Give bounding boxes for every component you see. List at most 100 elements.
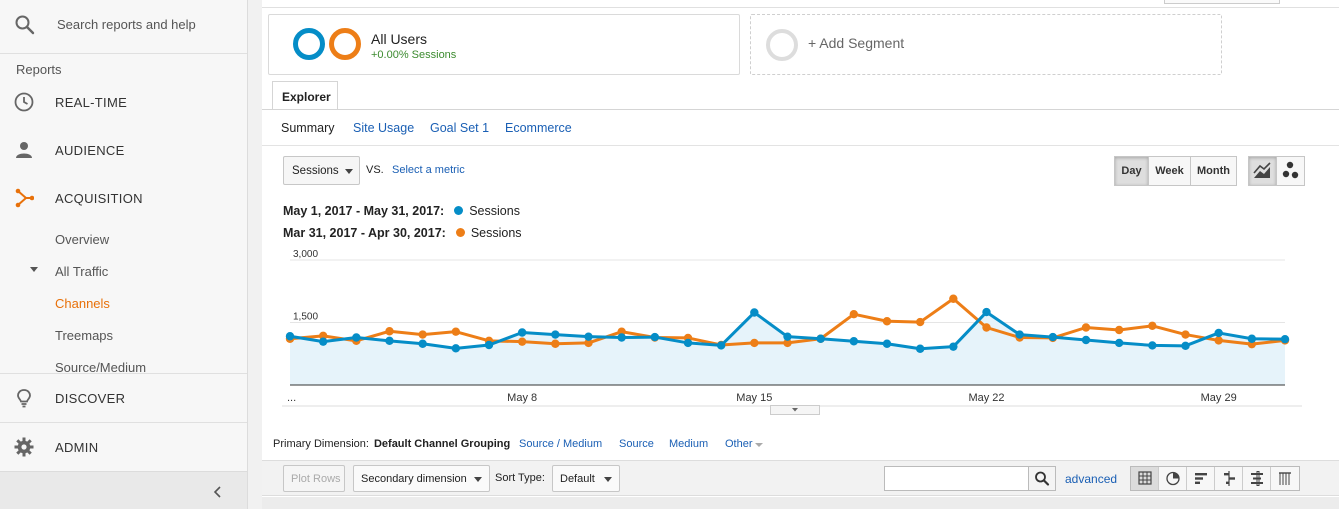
search-icon xyxy=(1035,471,1050,486)
view-pie-button[interactable] xyxy=(1159,467,1187,490)
view-performance-button[interactable] xyxy=(1187,467,1215,490)
line-chart-button[interactable] xyxy=(1248,156,1277,186)
data-point-current xyxy=(1214,328,1223,338)
segment-ring-orange-icon xyxy=(329,28,361,60)
search-icon xyxy=(15,15,35,35)
dimension-source-medium[interactable]: Source / Medium xyxy=(519,438,603,450)
data-point-current xyxy=(882,339,892,348)
subtab-site-usage[interactable]: Site Usage xyxy=(353,121,415,135)
data-point-current xyxy=(318,337,328,346)
sidebar-item-all-traffic[interactable]: All Traffic xyxy=(55,264,109,279)
data-point-current xyxy=(385,336,394,346)
data-point-previous xyxy=(1181,330,1190,339)
data-point-current xyxy=(617,333,626,342)
legend-previous-range: Mar 31, 2017 - Apr 30, 2017: xyxy=(283,226,446,240)
nav-acquisition[interactable]: ACQUISITION xyxy=(0,179,247,219)
metric-select[interactable]: Sessions xyxy=(283,156,360,185)
table-search-button[interactable] xyxy=(1028,466,1056,491)
tab-explorer[interactable]: Explorer xyxy=(272,81,338,110)
chart-expand-handle[interactable] xyxy=(770,405,820,415)
view-pivot-button[interactable] xyxy=(1271,467,1299,490)
data-point-current xyxy=(683,338,693,348)
sidebar-divider xyxy=(0,373,247,374)
x-tick-label: May 8 xyxy=(507,392,537,404)
data-point-current xyxy=(783,332,792,341)
expand-caret-icon[interactable] xyxy=(30,267,38,272)
sidebar-item-source-medium[interactable]: Source/Medium xyxy=(55,360,147,375)
view-data-table-button[interactable] xyxy=(1131,467,1159,490)
secondary-dimension-select[interactable]: Secondary dimension xyxy=(353,465,490,492)
select-metric-link[interactable]: Select a metric xyxy=(392,164,465,176)
person-icon xyxy=(16,142,32,158)
bubble-chart-icon xyxy=(1282,161,1299,179)
lightbulb-icon xyxy=(17,389,31,408)
dimension-source[interactable]: Source xyxy=(619,438,654,450)
x-tick-label: May 22 xyxy=(968,392,1004,404)
nav-audience[interactable]: AUDIENCE xyxy=(0,131,247,171)
data-point-current xyxy=(1181,341,1190,351)
table-search-input[interactable] xyxy=(884,466,1030,491)
data-point-current xyxy=(915,344,925,353)
dimension-medium[interactable]: Medium xyxy=(669,438,709,450)
data-point-current xyxy=(949,342,958,351)
period-month-button[interactable]: Month xyxy=(1190,156,1237,186)
advanced-filter-link[interactable]: advanced xyxy=(1065,472,1118,486)
sidebar-item-treemaps[interactable]: Treemaps xyxy=(55,328,114,343)
bar-chart-icon xyxy=(1195,473,1207,484)
metric-select-value: Sessions xyxy=(292,165,339,177)
primary-dimension-bar: Primary Dimension: Default Channel Groupi… xyxy=(273,438,510,450)
data-point-previous xyxy=(418,330,427,339)
sort-type-select[interactable]: Default xyxy=(552,465,620,492)
subtab-ecommerce[interactable]: Ecommerce xyxy=(505,121,572,135)
data-point-current xyxy=(750,308,759,317)
period-week-button[interactable]: Week xyxy=(1148,156,1191,186)
pivot-table-icon xyxy=(1279,472,1291,485)
data-point-previous xyxy=(584,338,593,348)
y-tick-label: 1,500 xyxy=(293,312,318,323)
search-input[interactable]: Search reports and help xyxy=(57,17,196,32)
data-point-current xyxy=(1247,334,1257,343)
nav-discover-label: DISCOVER xyxy=(55,391,126,406)
data-point-previous xyxy=(385,327,394,336)
chevron-down-icon xyxy=(474,477,482,482)
search-row[interactable]: Search reports and help xyxy=(0,0,247,54)
nav-admin-label: ADMIN xyxy=(55,440,99,455)
top-strip xyxy=(262,0,1339,8)
table-view-switcher xyxy=(1130,466,1300,491)
pie-chart-icon xyxy=(1166,471,1180,486)
primary-dimension-label: Primary Dimension: xyxy=(273,438,369,450)
motion-chart-button[interactable] xyxy=(1276,156,1305,186)
sidebar: Search reports and help Reports REAL-TIM… xyxy=(0,0,248,509)
chevron-left-icon[interactable] xyxy=(212,486,224,498)
data-point-current xyxy=(484,340,494,350)
subtab-goal-set-1[interactable]: Goal Set 1 xyxy=(430,121,490,135)
data-point-current xyxy=(551,330,560,339)
dimension-other[interactable]: Other xyxy=(725,438,753,450)
plot-rows-button[interactable]: Plot Rows xyxy=(283,465,345,492)
segment-card-all-users[interactable]: All Users +0.00% Sessions xyxy=(268,14,740,75)
sidebar-item-overview[interactable]: Overview xyxy=(55,232,110,247)
data-point-previous xyxy=(949,294,958,303)
data-point-current xyxy=(849,337,859,346)
view-term-cloud-button[interactable] xyxy=(1243,467,1271,490)
tab-divider xyxy=(262,109,1339,110)
top-strip-button[interactable] xyxy=(1164,0,1280,4)
nav-admin[interactable]: ADMIN xyxy=(0,428,247,468)
data-point-current xyxy=(1280,334,1290,344)
nav-realtime[interactable]: REAL-TIME xyxy=(0,83,247,123)
chevron-down-icon xyxy=(604,477,612,482)
chevron-down-icon xyxy=(345,169,353,174)
sidebar-item-channels[interactable]: Channels xyxy=(55,296,110,311)
data-point-previous xyxy=(849,309,859,319)
vs-label: VS. xyxy=(366,164,384,176)
period-day-button[interactable]: Day xyxy=(1114,156,1149,186)
nav-discover[interactable]: DISCOVER xyxy=(0,379,247,419)
view-comparison-button[interactable] xyxy=(1215,467,1243,490)
add-segment-button[interactable]: + Add Segment xyxy=(750,14,1222,75)
data-point-current xyxy=(1114,338,1124,348)
data-point-previous xyxy=(1081,323,1091,332)
acquisition-icon xyxy=(15,188,34,208)
data-point-previous xyxy=(882,317,892,326)
subtab-summary[interactable]: Summary xyxy=(281,121,335,135)
legend-current-range: May 1, 2017 - May 31, 2017: xyxy=(283,204,445,218)
